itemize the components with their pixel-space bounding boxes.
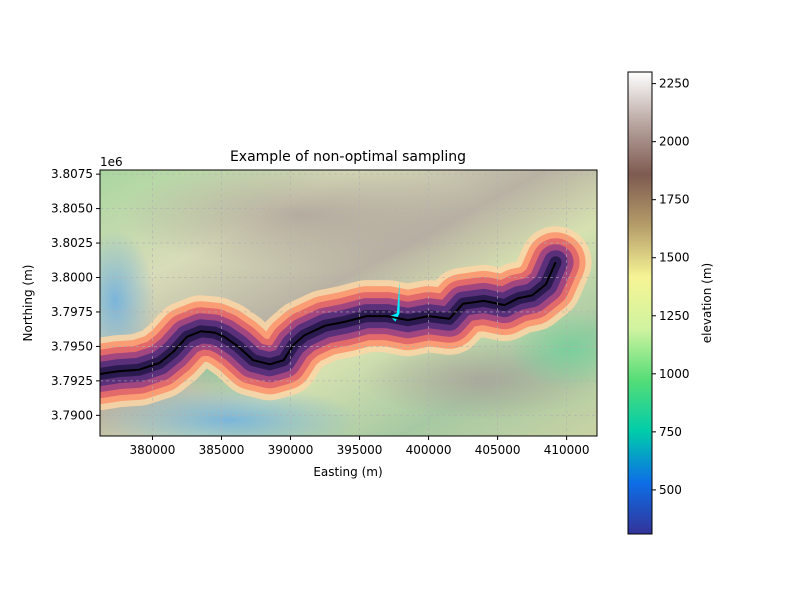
colorbar-tick-label: 1750 — [659, 193, 690, 207]
x-axis: 380000 385000 390000 395000 400000 405000 4100… — [130, 436, 590, 457]
x-tick-label: 390000 — [268, 443, 314, 457]
colorbar-label: elevation (m) — [700, 263, 714, 343]
y-axis-label: Northing (m) — [21, 265, 35, 342]
colorbar-tick-label: 2250 — [659, 77, 690, 91]
x-tick-label: 410000 — [544, 443, 590, 457]
colorbar-tick-label: 1000 — [659, 367, 690, 381]
y-offset-label: 1e6 — [100, 155, 123, 169]
y-tick-label: 3.7975 — [51, 305, 93, 319]
y-tick-label: 3.8075 — [51, 167, 93, 181]
sample-location-highlight — [389, 281, 400, 322]
colorbar-ticks: 500 750 1000 1250 1500 1750 2000 2250 — [652, 77, 690, 497]
x-tick-label: 385000 — [199, 443, 245, 457]
grid-lines — [100, 170, 597, 436]
colorbar-tick-label: 1250 — [659, 309, 690, 323]
x-axis-label: Easting (m) — [313, 465, 382, 479]
chart-title: Example of non-optimal sampling — [230, 149, 466, 165]
colorbar-tick-label: 500 — [659, 483, 682, 497]
colorbar-tick-label: 750 — [659, 425, 682, 439]
y-tick-label: 3.7950 — [51, 339, 93, 353]
colorbar-tick-label: 2000 — [659, 135, 690, 149]
x-tick-label: 400000 — [406, 443, 452, 457]
x-tick-label: 405000 — [475, 443, 521, 457]
y-tick-label: 3.7925 — [51, 374, 93, 388]
y-tick-label: 3.7900 — [51, 408, 93, 422]
plot-frame — [99, 169, 598, 437]
x-tick-label: 395000 — [337, 443, 383, 457]
colorbar-tick-label: 1500 — [659, 251, 690, 265]
plot-area — [100, 170, 597, 436]
y-tick-label: 3.8025 — [51, 236, 93, 250]
x-tick-label: 380000 — [130, 443, 176, 457]
colorbar — [627, 71, 653, 535]
y-tick-label: 3.8050 — [51, 202, 93, 216]
terrain-highland — [120, 170, 480, 270]
y-axis: 3.7900 3.7925 3.7950 3.7975 3.8000 3.8025 3.80… — [51, 167, 100, 422]
sampling-path-line — [100, 261, 557, 375]
y-tick-label: 3.8000 — [51, 271, 93, 285]
